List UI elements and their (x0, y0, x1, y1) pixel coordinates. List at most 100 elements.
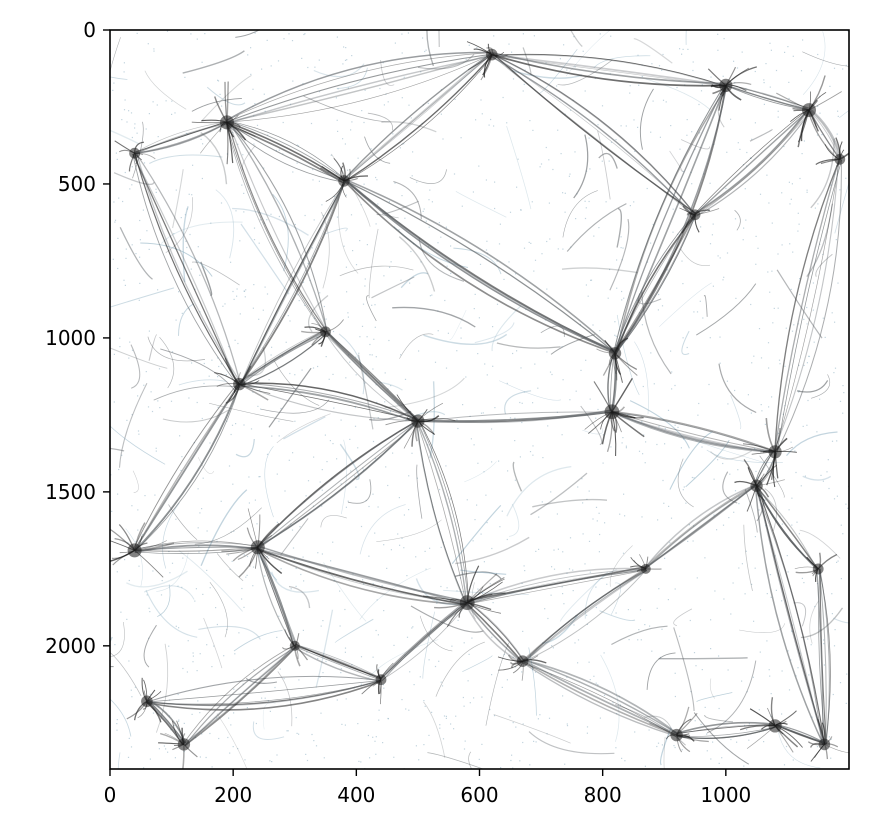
particle (791, 183, 793, 185)
filament-strand (325, 331, 419, 422)
particle (644, 624, 646, 626)
filament (172, 169, 184, 229)
particle (157, 400, 159, 402)
particle (434, 361, 437, 363)
particle (693, 477, 695, 479)
particle (317, 658, 319, 660)
particle (794, 450, 796, 452)
particle (572, 590, 574, 592)
particle (523, 247, 526, 249)
filament-strand (467, 569, 647, 605)
particle (271, 346, 273, 348)
particle (710, 648, 712, 650)
particle (737, 469, 739, 471)
particle (374, 304, 376, 306)
filament (198, 625, 261, 640)
particle (532, 445, 534, 447)
particle (429, 295, 431, 297)
particle (357, 157, 359, 159)
particle (663, 502, 665, 504)
filament-strand (491, 54, 695, 216)
particle (656, 745, 658, 748)
particle (320, 712, 322, 714)
particle (123, 71, 125, 73)
filament-strand (239, 383, 419, 422)
particle (704, 706, 706, 708)
filament-strand (466, 567, 646, 604)
particle (682, 489, 684, 491)
particle (521, 421, 523, 424)
particle (781, 244, 783, 246)
particle (679, 148, 681, 150)
particle (494, 207, 496, 210)
particle (453, 728, 455, 730)
filament (669, 431, 713, 490)
filament (206, 86, 246, 106)
particle (182, 667, 184, 670)
particle (346, 59, 348, 61)
particle (845, 702, 847, 704)
particle (564, 763, 566, 765)
particle (388, 201, 390, 203)
particle (722, 524, 725, 526)
particle (372, 656, 374, 658)
particle (153, 152, 155, 154)
particle (807, 399, 809, 402)
particle (128, 737, 130, 739)
particle (325, 318, 327, 320)
particle (785, 327, 787, 329)
particle (615, 612, 617, 614)
particle (173, 233, 175, 235)
filament (376, 519, 442, 542)
particle (167, 751, 169, 753)
particle (131, 244, 133, 246)
filament-strand (491, 51, 727, 85)
filament-strand (522, 660, 677, 736)
particle (582, 50, 584, 52)
filament (110, 76, 128, 80)
particle (320, 625, 322, 627)
particle (682, 170, 684, 173)
filament-strand (134, 122, 228, 155)
particle (801, 153, 803, 155)
particle (842, 68, 844, 70)
particle (569, 399, 571, 401)
particle (589, 571, 591, 573)
particle (718, 762, 720, 764)
particle (192, 661, 194, 663)
particle (830, 184, 832, 186)
filament (409, 169, 447, 184)
particle (378, 709, 380, 711)
filament-strand (239, 181, 346, 385)
particle (798, 391, 800, 393)
particle (243, 554, 245, 556)
particle (244, 296, 246, 298)
particle (340, 668, 342, 670)
particle (244, 759, 246, 761)
particle (736, 741, 738, 743)
particle (296, 144, 298, 146)
filament (658, 657, 748, 660)
particle (246, 707, 248, 709)
particle (202, 477, 204, 479)
particle (569, 537, 572, 539)
particle (221, 105, 223, 107)
filament (506, 125, 532, 210)
particle (557, 129, 559, 131)
particle (614, 334, 616, 336)
filament (392, 306, 476, 328)
particle (569, 173, 571, 175)
particle (248, 476, 250, 478)
particle (355, 356, 357, 358)
filament-strand (227, 120, 345, 180)
particle (596, 520, 598, 522)
particle (657, 742, 660, 744)
particle (650, 242, 652, 244)
filament (680, 248, 711, 266)
filament-strand (464, 603, 522, 664)
particle (702, 317, 704, 319)
particle (704, 557, 706, 559)
filament-strand (257, 420, 419, 548)
particle (389, 266, 391, 268)
filament (677, 458, 694, 508)
